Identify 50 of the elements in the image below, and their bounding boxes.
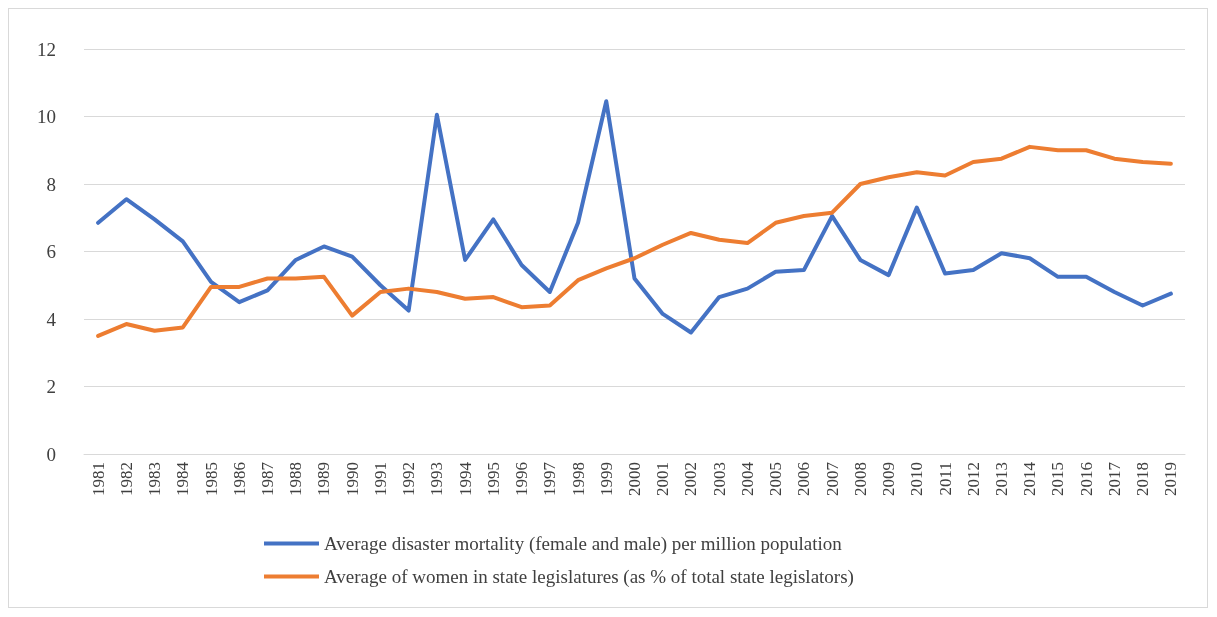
- x-tick-label: 2004: [737, 461, 757, 496]
- x-tick-label: 2003: [709, 462, 729, 496]
- x-tick-label: 1999: [596, 462, 616, 496]
- x-tick-label: 1990: [342, 462, 362, 496]
- x-tick-label: 1993: [427, 462, 447, 496]
- x-tick-label: 2008: [850, 462, 870, 496]
- y-tick-label: 2: [46, 376, 56, 397]
- x-tick-label: 1982: [116, 462, 136, 496]
- x-tick-label: 1981: [88, 462, 108, 496]
- x-tick-label: 1985: [201, 462, 221, 496]
- x-tick-label: 2019: [1161, 462, 1181, 496]
- x-tick-label: 2007: [822, 461, 842, 496]
- line-series: [96, 144, 1173, 338]
- x-tick-label: 2015: [1048, 462, 1068, 496]
- x-tick-label: 1997: [540, 461, 560, 496]
- x-tick-label: 1992: [399, 462, 419, 496]
- legend-label: Average disaster mortality (female and male) per million population: [324, 533, 843, 555]
- legend-label: Average of women in state legislatures (as % of total state legislators): [324, 566, 854, 588]
- x-tick-label: 2001: [653, 462, 673, 496]
- x-tick-label: 2010: [907, 462, 927, 496]
- y-tick-label: 6: [46, 241, 56, 262]
- x-tick-label: 1984: [173, 461, 193, 496]
- x-tick-label: 1988: [286, 462, 306, 496]
- x-tick-label: 1989: [314, 462, 334, 496]
- x-tick-label: 1991: [370, 462, 390, 496]
- x-tick-label: 1996: [512, 462, 532, 496]
- x-tick-label: 2002: [681, 462, 701, 496]
- x-tick-label: 1987: [258, 461, 277, 496]
- x-tick-label: 2006: [794, 462, 814, 496]
- y-tick-label: 0: [46, 443, 56, 465]
- x-tick-label: 1994: [455, 461, 475, 496]
- x-tick-label: 2011: [935, 462, 955, 496]
- y-tick-label: 12: [37, 38, 56, 60]
- x-tick-label: 1998: [568, 462, 588, 496]
- x-tick-label: 2014: [1020, 461, 1040, 496]
- x-tick-label: 2005: [766, 462, 786, 496]
- x-tick-label: 2017: [1104, 461, 1124, 496]
- x-tick-label: 1995: [483, 462, 503, 496]
- x-tick-label: 2009: [879, 462, 899, 496]
- x-tick-label: 2013: [992, 462, 1011, 496]
- x-tick-label: 2012: [963, 462, 983, 496]
- x-tick-label: 1983: [145, 462, 165, 496]
- line-series: [96, 99, 1173, 335]
- y-tick-label: 4: [46, 308, 57, 330]
- y-tick-label: 10: [37, 106, 56, 127]
- x-tick-label: 2016: [1076, 462, 1096, 496]
- y-tick-label: 8: [46, 173, 56, 195]
- x-tick-label: 2018: [1133, 462, 1153, 496]
- x-tick-label: 2000: [625, 462, 644, 496]
- x-tick-label: 1986: [229, 462, 249, 496]
